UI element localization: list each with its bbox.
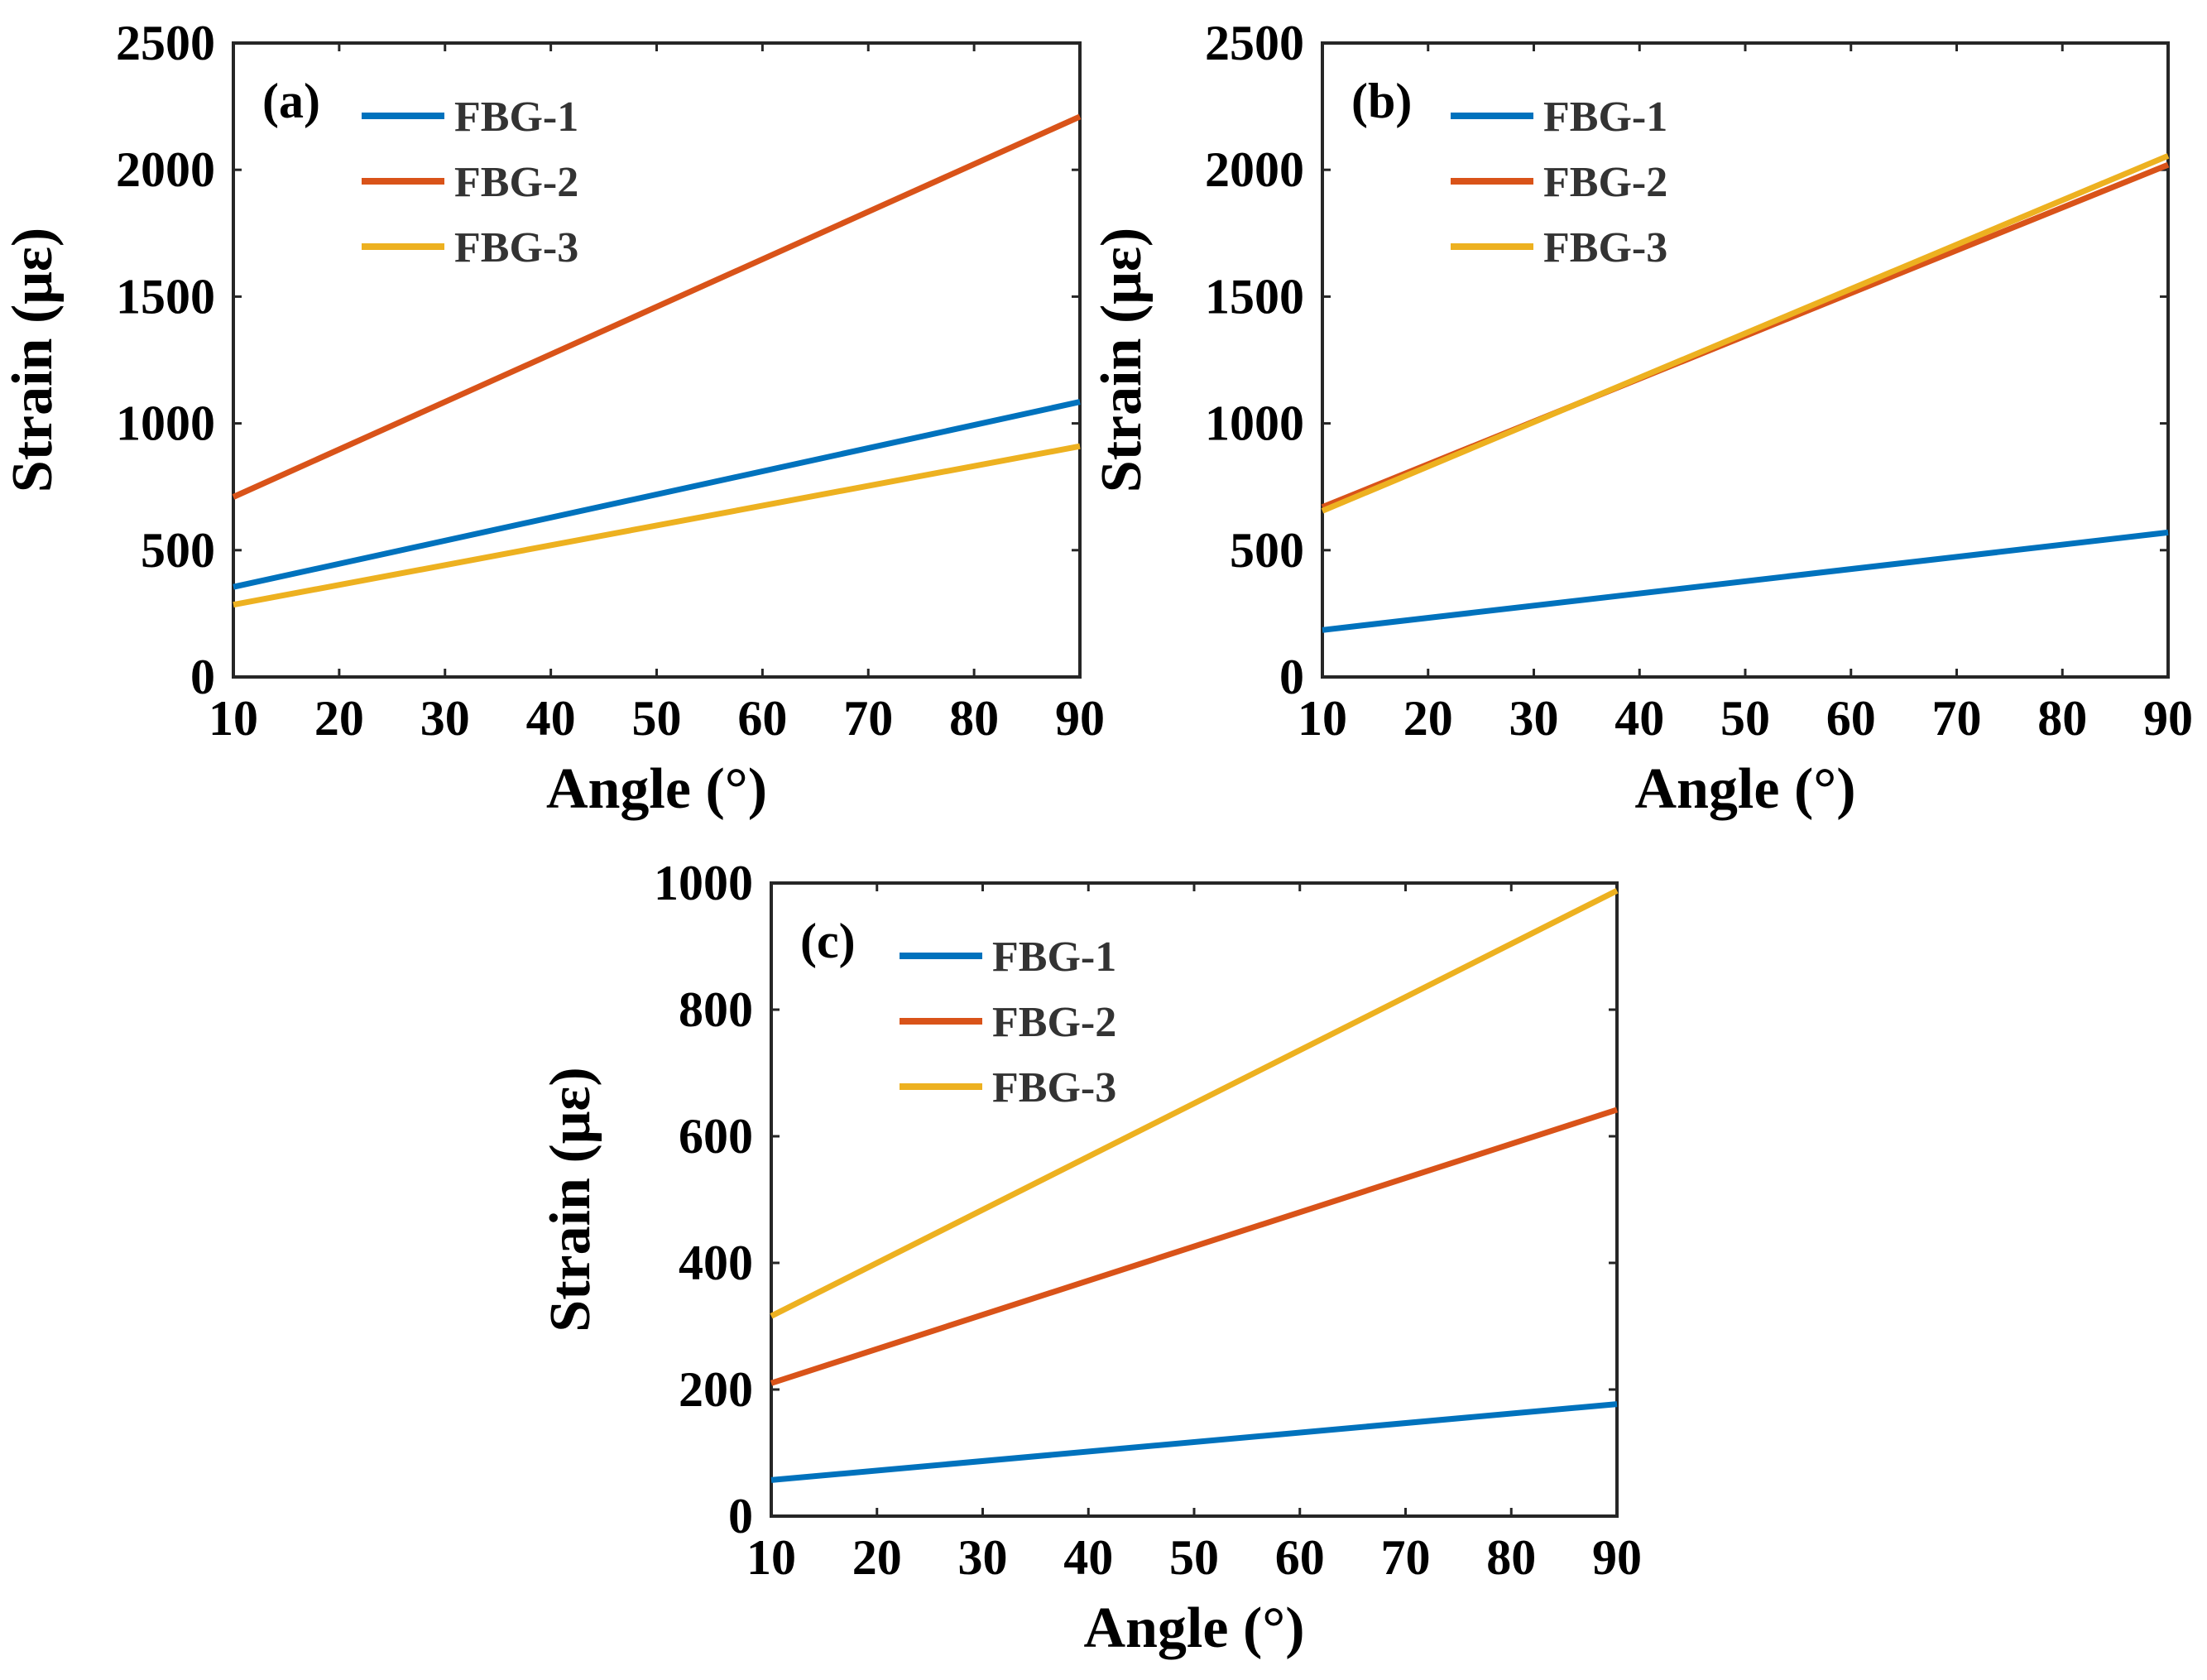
series-line-fbg-1 xyxy=(1322,529,2169,633)
y-tick-label: 0 xyxy=(728,1489,753,1543)
series-line-fbg-1 xyxy=(233,399,1081,590)
x-tick-label: 70 xyxy=(1381,1530,1431,1585)
legend-label-fbg-2: FBG-2 xyxy=(454,159,578,206)
panel-label: (c) xyxy=(800,914,856,968)
x-tick-label: 80 xyxy=(2037,691,2087,746)
y-axis-label: Strain (με) xyxy=(1090,228,1154,492)
x-tick-label: 80 xyxy=(1486,1530,1536,1585)
legend-label-fbg-3: FBG-3 xyxy=(1543,224,1667,271)
y-tick-label: 2000 xyxy=(1205,142,1304,197)
x-tick-label: 90 xyxy=(1592,1530,1642,1585)
y-tick-label: 800 xyxy=(679,982,753,1037)
series-line-fbg-3 xyxy=(233,443,1081,608)
x-tick-label: 10 xyxy=(209,691,258,746)
legend-label-fbg-1: FBG-1 xyxy=(1543,94,1667,141)
y-tick-label: 0 xyxy=(190,650,215,704)
y-tick-label: 500 xyxy=(141,523,215,578)
series-line-fbg-3 xyxy=(770,888,1619,1319)
x-tick-label: 20 xyxy=(852,1530,902,1585)
legend-label-fbg-2: FBG-2 xyxy=(992,999,1116,1046)
x-tick-label: 10 xyxy=(1298,691,1347,746)
x-axis-label: Angle (°) xyxy=(1083,1596,1304,1660)
series-line-fbg-2 xyxy=(232,113,1082,500)
x-tick-label: 60 xyxy=(1275,1530,1325,1585)
y-tick-label: 2500 xyxy=(1205,16,1304,70)
chart-panel-c: 10 20 30 40 50 60 70 80 90 0 200 400 600 800 1000 Angle… xyxy=(539,856,1642,1660)
legend-label-fbg-3: FBG-3 xyxy=(992,1064,1116,1111)
y-tick-label: 200 xyxy=(679,1362,753,1417)
x-tick-label: 50 xyxy=(1720,691,1770,746)
y-tick-label: 2000 xyxy=(116,142,215,197)
legend-label-fbg-3: FBG-3 xyxy=(454,224,578,271)
series-line-fbg-3 xyxy=(1321,153,2170,514)
y-axis-label: Strain (με) xyxy=(539,1067,602,1332)
series-line-fbg-1 xyxy=(770,1401,1618,1483)
legend-label-fbg-1: FBG-1 xyxy=(992,934,1116,981)
x-tick-label: 30 xyxy=(420,691,470,746)
y-tick-label: 0 xyxy=(1279,650,1304,704)
y-tick-label: 2500 xyxy=(116,16,215,70)
x-tick-label: 60 xyxy=(737,691,787,746)
x-tick-label: 50 xyxy=(1169,1530,1219,1585)
legend-label-fbg-2: FBG-2 xyxy=(1543,159,1667,206)
y-tick-label: 1000 xyxy=(116,396,215,451)
series-line-fbg-2 xyxy=(770,1106,1619,1386)
x-tick-label: 40 xyxy=(1614,691,1664,746)
legend-label-fbg-1: FBG-1 xyxy=(454,94,578,141)
x-tick-label: 40 xyxy=(1063,1530,1113,1585)
x-tick-label: 50 xyxy=(632,691,682,746)
x-tick-label: 60 xyxy=(1826,691,1876,746)
plot-area xyxy=(1321,41,2170,679)
x-tick-label: 10 xyxy=(746,1530,796,1585)
x-axis-label: Angle (°) xyxy=(1634,757,1855,821)
x-tick-label: 90 xyxy=(2143,691,2193,746)
chart-panel-b: 10 20 30 40 50 60 70 80 90 0 500 1000 1500 2000 2500 An… xyxy=(1090,16,2193,821)
x-tick-label: 30 xyxy=(958,1530,1008,1585)
x-tick-label: 40 xyxy=(526,691,576,746)
y-tick-label: 500 xyxy=(1230,523,1304,578)
chart-panel-a: 10 20 30 40 50 60 70 80 90 0 500 1000 1500 2000 2500 An… xyxy=(1,16,1105,821)
y-tick-label: 600 xyxy=(679,1109,753,1164)
x-tick-label: 70 xyxy=(1932,691,1982,746)
plot-area xyxy=(770,881,1619,1518)
x-tick-label: 90 xyxy=(1055,691,1105,746)
y-tick-label: 1000 xyxy=(1205,396,1304,451)
y-tick-label: 1500 xyxy=(1205,269,1304,324)
plot-area xyxy=(232,41,1082,679)
x-tick-label: 30 xyxy=(1509,691,1559,746)
panel-label: (b) xyxy=(1351,74,1412,128)
x-tick-label: 80 xyxy=(949,691,999,746)
x-tick-label: 20 xyxy=(314,691,364,746)
x-tick-label: 20 xyxy=(1403,691,1453,746)
x-tick-label: 70 xyxy=(843,691,893,746)
y-axis-label: Strain (με) xyxy=(1,228,65,492)
y-tick-label: 1500 xyxy=(116,269,215,324)
y-tick-label: 1000 xyxy=(654,856,753,910)
panel-label: (a) xyxy=(262,74,320,128)
x-axis-label: Angle (°) xyxy=(546,757,767,821)
y-tick-label: 400 xyxy=(679,1236,753,1290)
